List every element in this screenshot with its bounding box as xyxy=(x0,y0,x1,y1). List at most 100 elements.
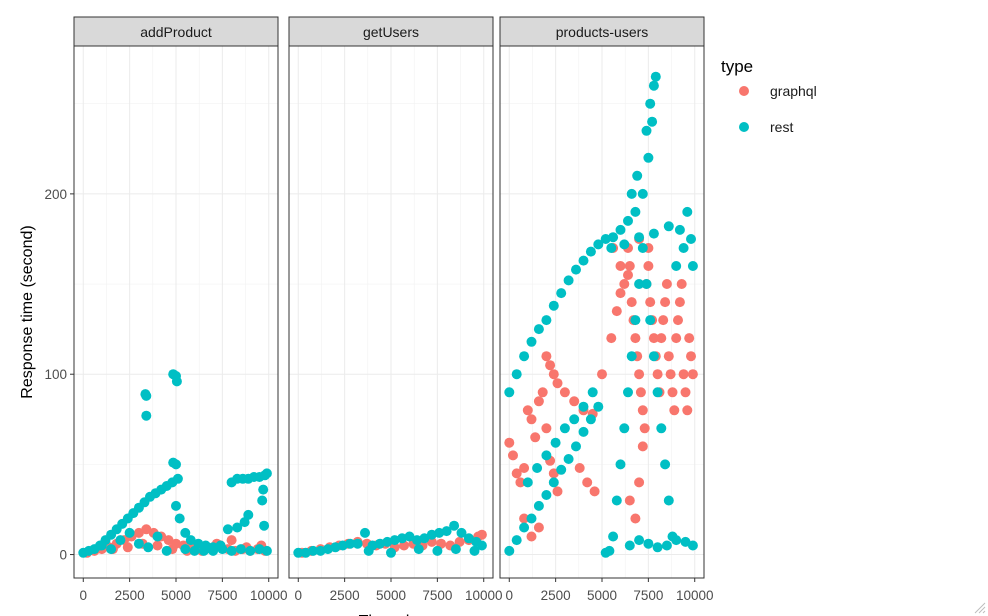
data-point-graphql xyxy=(648,333,659,344)
data-point-rest xyxy=(593,401,604,412)
facet-strip xyxy=(73,16,279,47)
data-point-graphql xyxy=(645,297,656,308)
data-point-graphql xyxy=(615,288,626,299)
data-point-graphql xyxy=(522,405,533,416)
data-point-graphql xyxy=(630,513,641,524)
data-point-rest xyxy=(637,243,648,253)
data-point-graphql xyxy=(667,387,678,398)
data-point-rest xyxy=(585,414,596,425)
points-products-users xyxy=(504,71,698,558)
data-point-rest xyxy=(634,535,645,546)
data-point-rest xyxy=(171,459,181,470)
data-point-rest xyxy=(293,547,304,558)
data-point-graphql xyxy=(552,486,563,497)
data-point-rest xyxy=(140,389,151,400)
data-point-rest xyxy=(630,315,641,326)
data-point-rest xyxy=(647,116,658,127)
data-point-rest xyxy=(533,324,544,335)
data-point-graphql xyxy=(661,279,672,289)
data-point-graphql xyxy=(634,477,645,488)
data-point-rest xyxy=(143,542,154,553)
data-point-graphql xyxy=(526,531,537,542)
data-point-rest xyxy=(645,98,656,109)
data-point-graphql xyxy=(663,351,674,362)
data-point-graphql xyxy=(624,261,635,271)
data-point-rest xyxy=(174,513,185,524)
data-point-rest xyxy=(243,509,254,520)
data-point-rest xyxy=(235,544,246,555)
data-point-rest xyxy=(623,387,633,398)
data-point-rest xyxy=(133,538,144,549)
data-point-rest xyxy=(611,495,622,506)
data-point-graphql xyxy=(676,279,687,289)
data-point-graphql xyxy=(637,405,648,416)
panel-getUsers: getUsers 0 2500 5000 7500 10000 xyxy=(288,16,503,603)
data-point-rest xyxy=(571,441,581,452)
data-point-graphql xyxy=(673,315,683,326)
data-point-rest xyxy=(257,495,268,506)
data-point-graphql xyxy=(637,441,648,452)
data-point-rest xyxy=(533,500,544,511)
data-point-rest xyxy=(456,527,467,538)
data-point-rest xyxy=(519,522,530,533)
data-point-graphql xyxy=(541,351,552,362)
data-point-rest xyxy=(556,288,567,299)
data-point-rest xyxy=(511,535,522,546)
data-point-graphql xyxy=(619,279,630,289)
data-point-rest xyxy=(198,545,209,556)
data-point-graphql xyxy=(163,535,174,546)
data-point-rest xyxy=(526,513,537,524)
x-tick-label: 7500 xyxy=(422,588,452,603)
data-point-rest xyxy=(645,315,656,326)
data-point-rest xyxy=(360,527,370,538)
data-point-rest xyxy=(569,414,580,425)
data-point-graphql xyxy=(511,468,522,479)
data-point-graphql xyxy=(686,351,696,362)
data-point-rest xyxy=(541,450,552,461)
panel-addProduct: addProduct 0 2500 5000 7500 10000 xyxy=(73,16,288,603)
data-point-graphql xyxy=(678,369,689,380)
data-point-graphql xyxy=(660,297,671,308)
data-point-graphql xyxy=(634,369,645,380)
data-point-rest xyxy=(626,351,637,362)
data-point-rest xyxy=(450,544,461,555)
data-point-rest xyxy=(623,215,633,226)
legend-key-graphql xyxy=(739,86,749,96)
data-point-rest xyxy=(656,423,667,434)
points-getUsers xyxy=(293,520,487,558)
data-point-graphql xyxy=(682,405,693,416)
legend-title: type xyxy=(721,57,753,76)
data-point-rest xyxy=(161,545,172,556)
data-point-rest xyxy=(261,468,272,479)
data-point-rest xyxy=(652,542,663,553)
x-tick-label: 10000 xyxy=(465,588,503,603)
data-point-rest xyxy=(245,545,256,556)
x-tick-label: 10000 xyxy=(676,588,714,603)
data-point-graphql xyxy=(665,369,676,380)
data-point-rest xyxy=(619,239,630,250)
data-point-rest xyxy=(671,261,682,271)
resize-grip-icon[interactable] xyxy=(972,600,986,614)
data-point-graphql xyxy=(504,437,515,448)
data-point-rest xyxy=(141,410,152,421)
data-point-graphql xyxy=(519,463,530,473)
x-tick-label: 5000 xyxy=(587,588,617,603)
data-point-rest xyxy=(532,463,543,473)
data-point-rest xyxy=(519,351,530,362)
data-point-rest xyxy=(404,531,415,542)
data-point-rest xyxy=(615,224,626,235)
data-point-rest xyxy=(185,535,196,546)
data-point-rest xyxy=(663,221,674,232)
data-point-graphql xyxy=(559,387,570,398)
data-point-rest xyxy=(386,547,396,558)
data-point-rest xyxy=(650,71,661,82)
x-tick-label: 0 xyxy=(295,588,303,603)
data-point-graphql xyxy=(537,387,548,398)
data-point-graphql xyxy=(674,297,685,308)
data-point-graphql xyxy=(515,477,526,488)
data-point-rest xyxy=(541,490,552,500)
data-point-rest xyxy=(571,264,581,275)
x-tick-label: 7500 xyxy=(633,588,663,603)
data-point-graphql xyxy=(552,378,563,389)
data-point-graphql xyxy=(680,387,691,398)
